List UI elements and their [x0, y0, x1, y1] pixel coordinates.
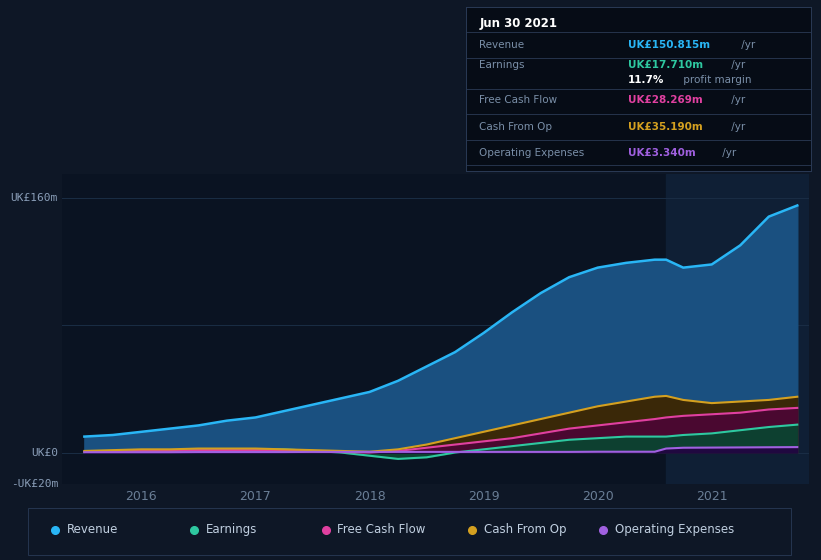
Text: /yr: /yr — [728, 95, 745, 105]
Text: UK£28.269m: UK£28.269m — [628, 95, 703, 105]
Text: -UK£20m: -UK£20m — [11, 479, 57, 489]
Text: Free Cash Flow: Free Cash Flow — [479, 95, 557, 105]
Text: /yr: /yr — [728, 122, 745, 132]
Text: Jun 30 2021: Jun 30 2021 — [479, 17, 557, 30]
Text: Earnings: Earnings — [206, 523, 257, 536]
Text: /yr: /yr — [738, 40, 755, 50]
Text: UK£160m: UK£160m — [11, 193, 57, 203]
Text: UK£17.710m: UK£17.710m — [628, 60, 703, 70]
Text: UK£35.190m: UK£35.190m — [628, 122, 703, 132]
Text: 11.7%: 11.7% — [628, 74, 664, 85]
Text: Operating Expenses: Operating Expenses — [615, 523, 734, 536]
Text: Earnings: Earnings — [479, 60, 525, 70]
Text: Cash From Op: Cash From Op — [479, 122, 553, 132]
Text: UK£0: UK£0 — [31, 447, 57, 458]
Text: Revenue: Revenue — [479, 40, 525, 50]
Text: Revenue: Revenue — [67, 523, 118, 536]
Text: /yr: /yr — [718, 148, 736, 158]
Bar — [666, 174, 809, 484]
Text: profit margin: profit margin — [680, 74, 751, 85]
Text: /yr: /yr — [728, 60, 745, 70]
Text: Free Cash Flow: Free Cash Flow — [337, 523, 425, 536]
Text: UK£3.340m: UK£3.340m — [628, 148, 695, 158]
Text: UK£150.815m: UK£150.815m — [628, 40, 710, 50]
Text: Cash From Op: Cash From Op — [484, 523, 566, 536]
Text: Operating Expenses: Operating Expenses — [479, 148, 585, 158]
